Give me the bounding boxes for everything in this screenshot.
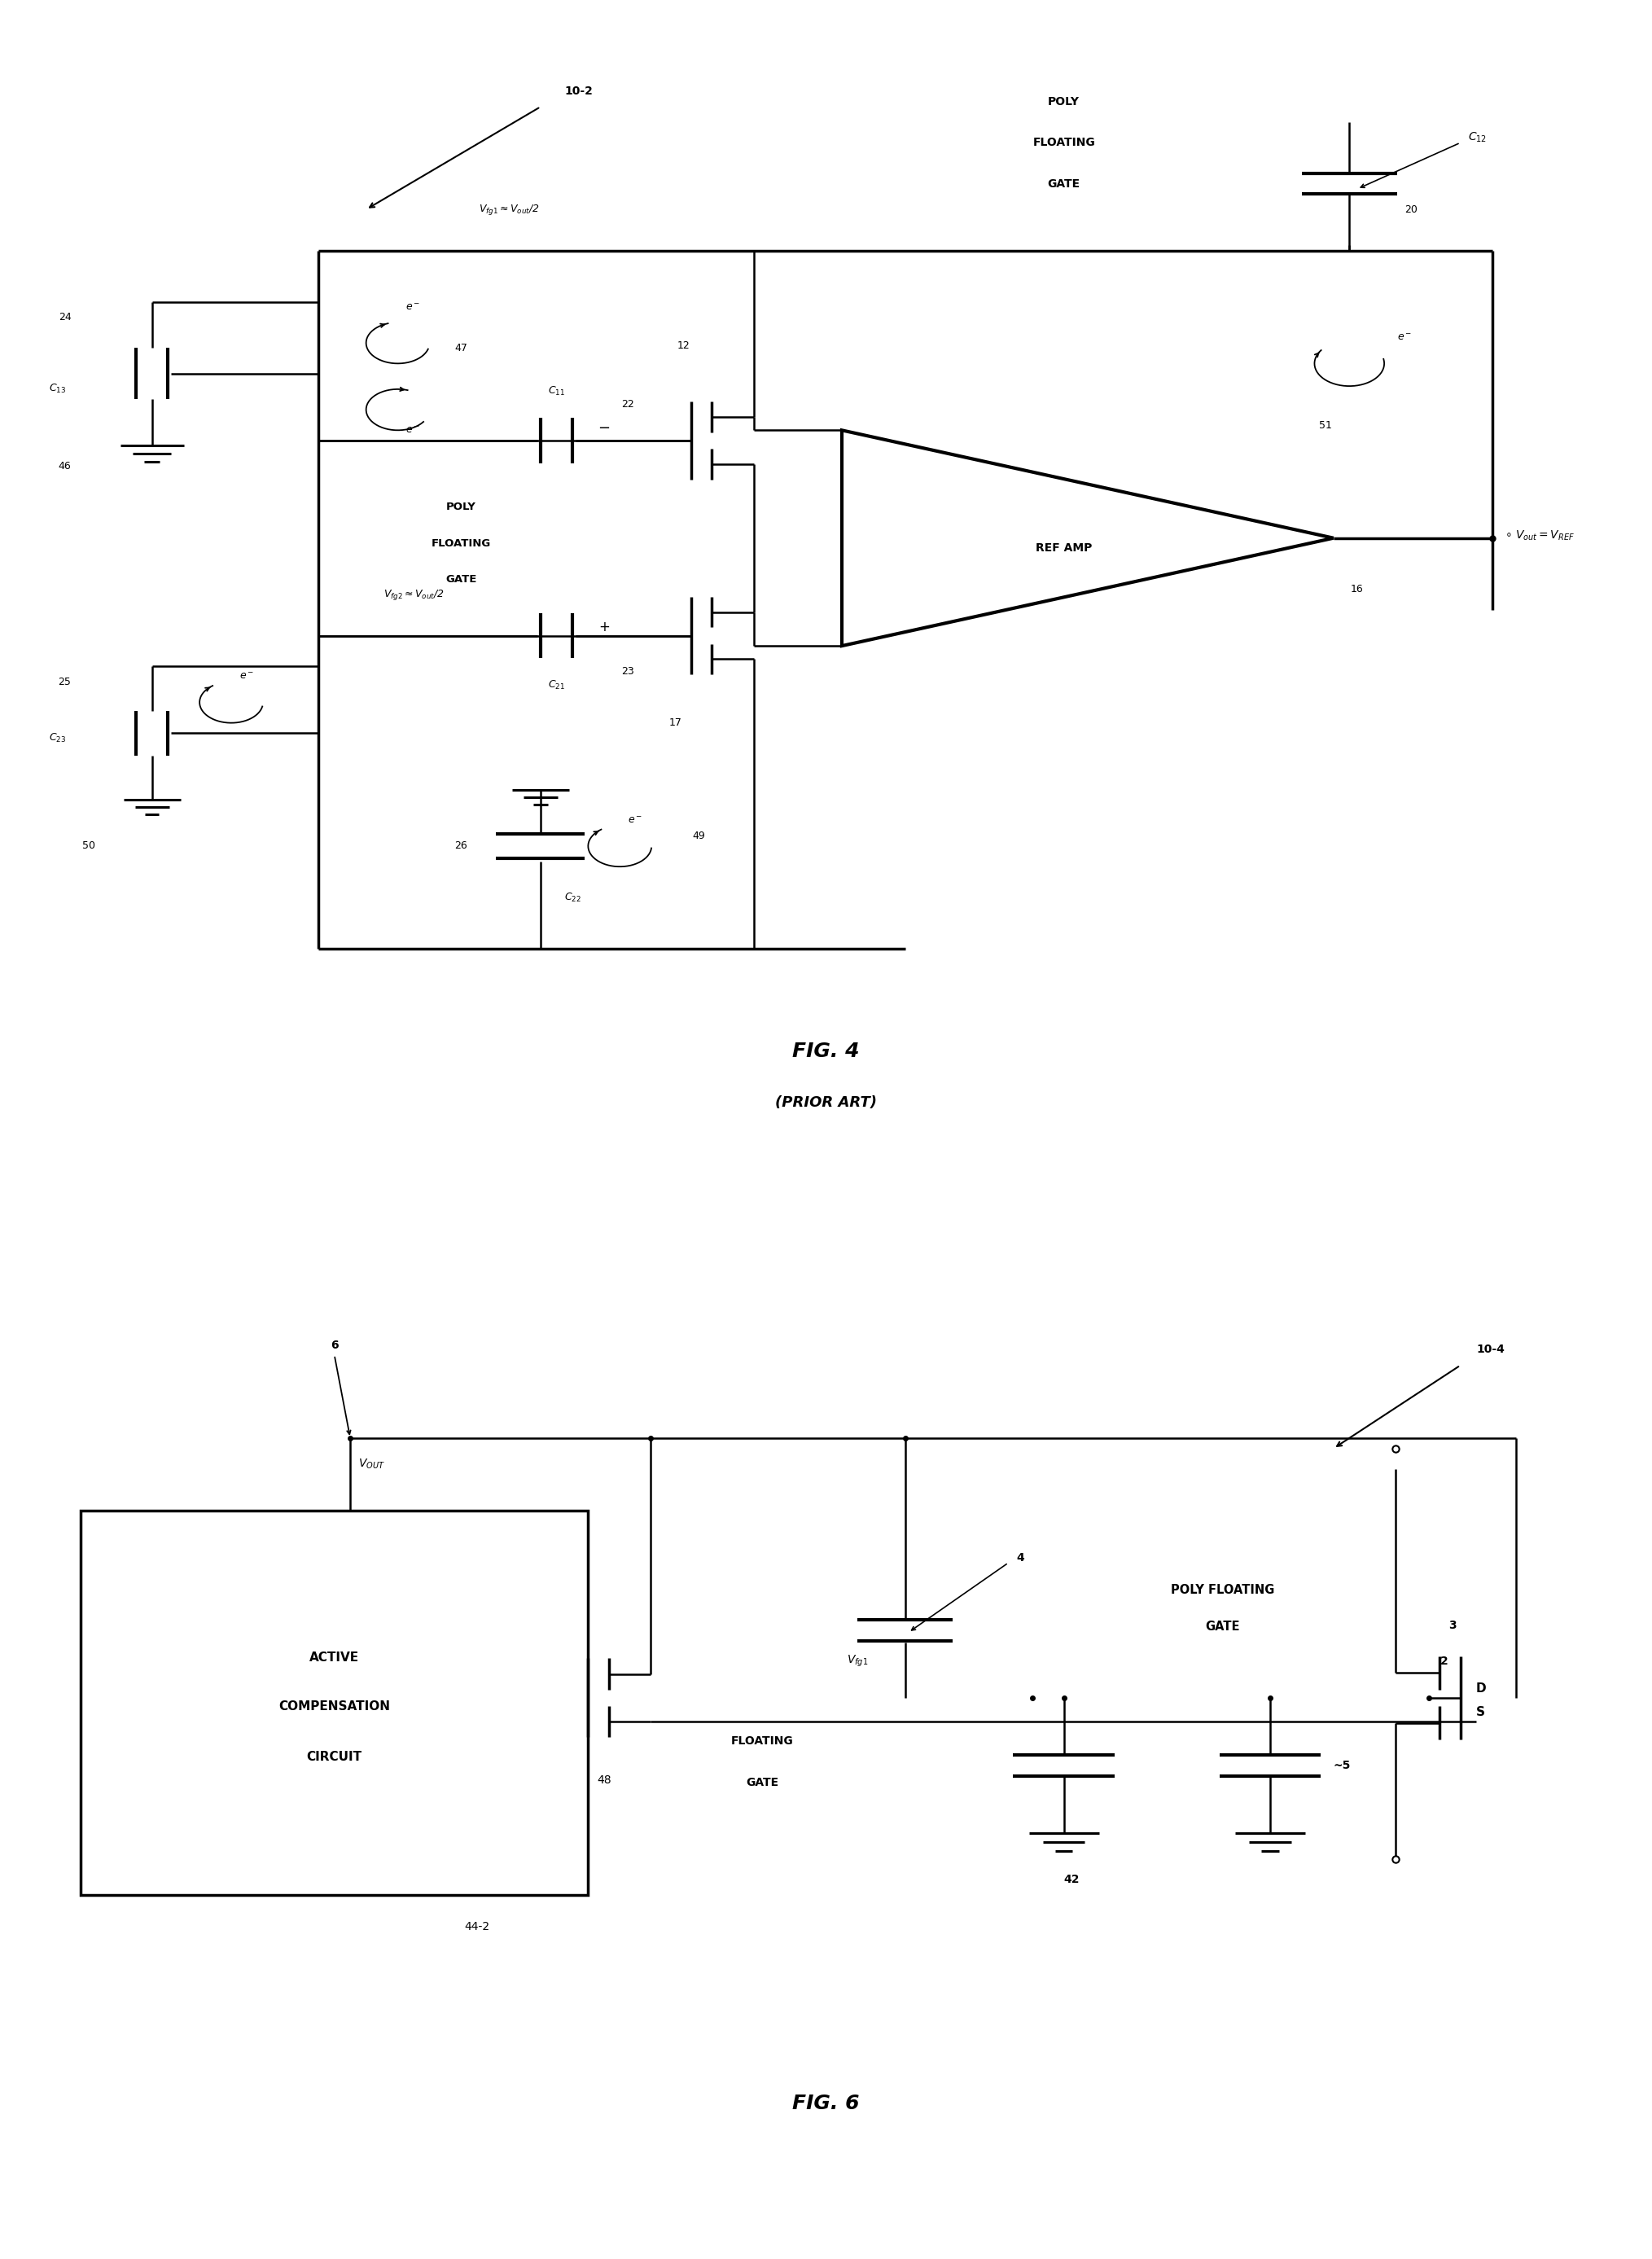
Text: 44-2: 44-2 <box>464 1920 489 1931</box>
Text: 6: 6 <box>330 1340 339 1351</box>
Text: 51: 51 <box>1318 420 1332 431</box>
Text: GATE: GATE <box>446 574 477 585</box>
Text: S: S <box>1477 1706 1485 1719</box>
Text: ACTIVE: ACTIVE <box>309 1651 358 1665</box>
Text: GATE: GATE <box>747 1778 778 1789</box>
Text: $C_{12}$: $C_{12}$ <box>1469 131 1487 145</box>
Text: $C_{23}$: $C_{23}$ <box>50 732 66 745</box>
Text: FLOATING: FLOATING <box>431 538 491 549</box>
Text: D: D <box>1477 1683 1487 1694</box>
Text: 3: 3 <box>1449 1620 1457 1631</box>
Text: 2: 2 <box>1441 1656 1449 1667</box>
Text: $\circ$ $V_{out}=V_{REF}$: $\circ$ $V_{out}=V_{REF}$ <box>1505 529 1574 542</box>
Text: REF AMP: REF AMP <box>1036 542 1092 553</box>
Text: +: + <box>598 619 610 635</box>
Text: $e^-$: $e^-$ <box>628 815 643 827</box>
Text: 22: 22 <box>621 400 634 409</box>
Text: $C_{22}$: $C_{22}$ <box>565 892 582 904</box>
Text: FLOATING: FLOATING <box>732 1735 795 1746</box>
Text: FIG. 4: FIG. 4 <box>793 1041 859 1062</box>
Text: 12: 12 <box>677 341 689 352</box>
Text: −: − <box>598 420 610 436</box>
Text: (PRIOR ART): (PRIOR ART) <box>775 1096 877 1109</box>
Text: 23: 23 <box>621 666 634 678</box>
Text: POLY: POLY <box>446 501 476 513</box>
Text: $e^-$: $e^-$ <box>406 303 421 312</box>
Text: 47: 47 <box>454 343 468 352</box>
Text: 25: 25 <box>58 675 71 687</box>
Text: 26: 26 <box>454 840 468 852</box>
Text: $C_{11}$: $C_{11}$ <box>548 384 565 398</box>
Text: $V_{OUT}$: $V_{OUT}$ <box>358 1457 385 1471</box>
Text: $V_{fg2}$$\approx$$V_{out}$/2: $V_{fg2}$$\approx$$V_{out}$/2 <box>383 587 444 601</box>
Text: 4: 4 <box>1016 1552 1024 1563</box>
Text: $V_{fg1}$: $V_{fg1}$ <box>847 1654 869 1669</box>
Text: 10-2: 10-2 <box>565 86 593 97</box>
Text: GATE: GATE <box>1047 178 1080 190</box>
Text: 50: 50 <box>83 840 96 852</box>
Text: FLOATING: FLOATING <box>1032 138 1095 149</box>
Text: 17: 17 <box>669 718 682 727</box>
Text: 46: 46 <box>58 461 71 472</box>
Text: POLY: POLY <box>1047 95 1080 108</box>
Text: CIRCUIT: CIRCUIT <box>307 1751 362 1762</box>
Text: $e^-$: $e^-$ <box>406 425 421 436</box>
Text: 16: 16 <box>1351 585 1363 594</box>
Text: $C_{21}$: $C_{21}$ <box>548 678 565 691</box>
Text: 20: 20 <box>1404 203 1417 215</box>
Text: POLY FLOATING: POLY FLOATING <box>1171 1584 1274 1597</box>
Text: 49: 49 <box>692 831 705 840</box>
Text: COMPENSATION: COMPENSATION <box>279 1701 390 1712</box>
Text: 42: 42 <box>1064 1875 1080 1886</box>
Text: FIG. 6: FIG. 6 <box>793 2094 859 2112</box>
Text: ~5: ~5 <box>1333 1760 1351 1771</box>
Text: 48: 48 <box>596 1773 611 1785</box>
Text: 24: 24 <box>58 312 71 323</box>
Text: $e^-$: $e^-$ <box>240 671 254 682</box>
Text: $V_{fg1}$$\approx$$V_{out}$/2: $V_{fg1}$$\approx$$V_{out}$/2 <box>479 203 539 217</box>
Text: 10-4: 10-4 <box>1477 1344 1505 1355</box>
Text: GATE: GATE <box>1206 1620 1239 1633</box>
Text: $e^-$: $e^-$ <box>1398 332 1412 343</box>
Text: $C_{13}$: $C_{13}$ <box>50 384 66 395</box>
